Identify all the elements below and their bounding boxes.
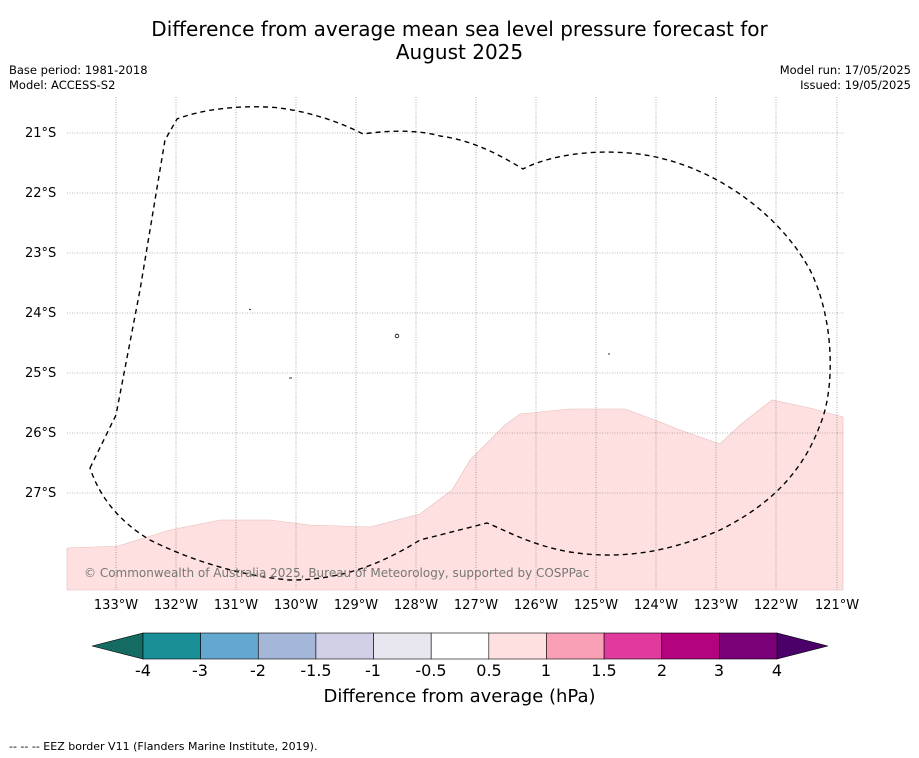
colorbar-tick: -3 (192, 661, 208, 680)
colorbar-tick: 1 (540, 661, 552, 680)
colorbar-tick: -1 (365, 661, 381, 680)
colorbar-tick: 1.5 (591, 661, 617, 680)
colorbar-low-arrow (91, 632, 144, 660)
colorbar-tick: 0.5 (476, 661, 502, 680)
lat-label: 24°S (25, 306, 57, 321)
colorbar-tick: 3 (713, 661, 725, 680)
lon-label: 129°W (333, 598, 379, 613)
base-period: Base period: 1981-2018 (9, 63, 148, 77)
colorbar-tick: 2 (656, 661, 668, 680)
meta-right: Model run: 17/05/2025 Issued: 19/05/2025 (780, 63, 911, 93)
lon-label: 132°W (153, 598, 199, 613)
title-line-2: August 2025 (395, 40, 524, 64)
colorbar-segment (661, 632, 720, 660)
lon-label: 127°W (453, 598, 499, 613)
colorbar-segment (257, 632, 317, 660)
lon-label: 121°W (814, 598, 860, 613)
colorbar-segment (546, 632, 605, 660)
lat-label: 23°S (25, 246, 57, 261)
eez-legend: -- -- -- EEZ border V11 (Flanders Marine… (9, 740, 318, 753)
lon-label: 124°W (633, 598, 679, 613)
colorbar-segment (430, 632, 490, 660)
colorbar-tick: -4 (135, 661, 151, 680)
colorbar-label: Difference from average (hPa) (323, 686, 596, 707)
graticule (67, 97, 843, 590)
lon-label: 125°W (573, 598, 619, 613)
lon-label: 131°W (213, 598, 259, 613)
colorbar-tick: 4 (771, 661, 783, 680)
meta-left: Base period: 1981-2018 Model: ACCESS-S2 (9, 63, 148, 93)
anomaly-region-0.5-1 (66, 399, 844, 591)
lon-label: 130°W (273, 598, 319, 613)
colorbar-segment (200, 632, 259, 660)
colorbar-tick: -0.5 (415, 661, 447, 680)
copyright-notice: © Commonwealth of Australia 2025, Bureau… (84, 566, 590, 580)
model-name: Model: ACCESS-S2 (9, 78, 116, 92)
lat-label: 26°S (25, 426, 57, 441)
lon-label: 123°W (693, 598, 739, 613)
lon-label: 133°W (93, 598, 139, 613)
title-line-1: Difference from average mean sea level p… (151, 17, 768, 41)
lat-label: 22°S (25, 186, 57, 201)
colorbar-tick: -2 (250, 661, 266, 680)
eez-border (89, 106, 831, 581)
colorbar-segment (488, 632, 547, 660)
colorbar-segment (719, 632, 778, 660)
colorbar-segment (315, 632, 374, 660)
colorbar-high-arrow (776, 632, 829, 660)
colorbar-tick: -1.5 (300, 661, 332, 680)
lat-label: 25°S (25, 366, 57, 381)
lon-label: 128°W (393, 598, 439, 613)
lon-label: 126°W (513, 598, 559, 613)
colorbar-segment (603, 632, 663, 660)
issued-date: Issued: 19/05/2025 (800, 78, 911, 92)
colorbar (91, 632, 829, 660)
model-run: Model run: 17/05/2025 (779, 63, 911, 77)
map-title: Difference from average mean sea level p… (0, 18, 919, 64)
lon-label: 122°W (753, 598, 799, 613)
lat-label: 21°S (25, 126, 57, 141)
islands (248, 308, 610, 379)
colorbar-segment (142, 632, 201, 660)
lat-label: 27°S (25, 486, 57, 501)
colorbar-segment (373, 632, 432, 660)
